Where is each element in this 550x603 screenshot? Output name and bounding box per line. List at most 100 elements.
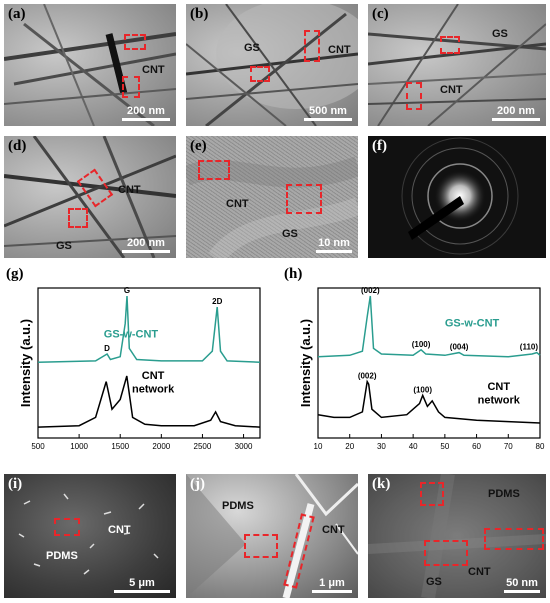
raman-chart: 500 1000 1500 2000 2500 3000 Raman shift (cm⁻¹… [0, 266, 270, 464]
peak-label: (002) [361, 286, 380, 295]
x-tick-label: 500 [31, 442, 45, 451]
annotation-cnt: CNT [108, 524, 131, 536]
plot-frame [317, 287, 541, 439]
tem-image-k [368, 474, 546, 598]
panel-label-a: (a) [8, 6, 26, 22]
annotation-cnt: CNT [440, 84, 463, 96]
annotation-cnt: CNT [468, 566, 491, 578]
annotation-cnt: CNT [226, 198, 249, 210]
panel-label-e: (e) [190, 138, 207, 154]
highlight-box [440, 36, 460, 54]
sem-image-j [186, 474, 358, 598]
series-line [37, 375, 261, 428]
peak-label: (110) [520, 343, 539, 352]
panel-b: (b) GS CNT 500 nm [186, 4, 358, 126]
peak-label: G [124, 286, 130, 295]
x-tick-label: 50 [440, 442, 449, 451]
highlight-box [286, 184, 322, 214]
highlight-box [124, 34, 146, 50]
peak-label: (004) [450, 343, 469, 352]
legend-cnt-network-1: CNT [487, 381, 510, 393]
panel-f: (f) [368, 136, 546, 258]
x-tick-label: 70 [504, 442, 513, 451]
raman-chart-svg: 500 1000 1500 2000 2500 3000 Raman shift (cm⁻¹… [18, 286, 261, 464]
annotation-gs: GS [426, 576, 442, 588]
panel-label-i: (i) [8, 476, 23, 492]
highlight-box [406, 82, 422, 110]
annotation-cnt: CNT [322, 524, 345, 536]
highlight-box [122, 76, 140, 98]
scale-bar: 200 nm [122, 237, 170, 253]
x-tick-label: 20 [345, 442, 354, 451]
x-tick-label: 2000 [152, 442, 170, 451]
sem-image-i [18, 493, 159, 575]
panel-c: (c) GS CNT 200 nm [368, 4, 546, 126]
xrd-chart: 10 20 30 40 50 60 70 80 2θ(°) Intensity (a.u.) (00… [278, 266, 550, 464]
tem-image-b [186, 4, 358, 126]
scale-bar: 10 nm [316, 237, 352, 253]
y-axis-label: Intensity (a.u.) [18, 319, 33, 407]
tem-image-d [4, 136, 176, 258]
scale-bar: 200 nm [122, 105, 170, 121]
panel-d: (d) CNT GS 200 nm [4, 136, 176, 258]
x-tick-label: 30 [377, 442, 386, 451]
x-tick-label: 60 [472, 442, 481, 451]
x-axis-label: 2θ(°) [420, 455, 438, 456]
annotation-cnt: CNT [328, 44, 351, 56]
highlight-box [304, 30, 320, 62]
y-axis-label: Intensity (a.u.) [298, 319, 313, 407]
panel-a: (a) CNT 200 nm [4, 4, 176, 126]
scale-bar: 1 μm [312, 577, 352, 593]
panel-label-j: (j) [190, 476, 205, 492]
x-tick-label: 3000 [235, 442, 253, 451]
annotation-gs: GS [244, 42, 260, 54]
x-tick-label: 2500 [194, 442, 212, 451]
panel-e: (e) CNT GS 10 nm [186, 136, 358, 258]
scale-bar: 50 nm [504, 577, 540, 593]
panel-label-g: (g) [6, 266, 24, 282]
annotation-cnt: CNT [118, 184, 141, 196]
series-line [317, 295, 541, 358]
panel-i: (i) CNT PDMS 5 μm [4, 474, 176, 598]
series-line [317, 379, 541, 424]
legend-cnt-network-2: network [478, 395, 521, 407]
annotation-pdms: PDMS [222, 500, 254, 512]
legend-gs-w-cnt: GS-w-CNT [104, 328, 159, 340]
tem-image-e [186, 156, 358, 258]
annotation-gs: GS [282, 228, 298, 240]
highlight-box [54, 518, 80, 536]
peak-label: (002) [358, 372, 377, 381]
panel-label-b: (b) [190, 6, 209, 22]
highlight-box [424, 540, 468, 566]
x-tick-label: 1000 [70, 442, 88, 451]
highlight-box [250, 66, 270, 82]
panel-label-h: (h) [284, 266, 303, 282]
annotation-gs: GS [492, 28, 508, 40]
peak-label: D [104, 344, 110, 353]
plot-frame [37, 287, 261, 439]
peak-label: (100) [412, 340, 431, 349]
x-tick-label: 40 [409, 442, 418, 451]
highlight-box [420, 482, 444, 506]
legend-gs-w-cnt: GS-w-CNT [445, 317, 500, 329]
panel-label-d: (d) [8, 138, 27, 154]
panel-label-c: (c) [372, 6, 389, 22]
x-tick-label: 1500 [111, 442, 129, 451]
panel-j: (j) PDMS CNT 1 μm [186, 474, 358, 598]
x-axis-label: Raman shift (cm⁻¹) [113, 455, 185, 456]
peak-label: 2D [212, 297, 222, 306]
peak-label: (100) [413, 385, 432, 394]
highlight-box [198, 160, 230, 180]
x-tick-label: 10 [314, 442, 323, 451]
annotation-gs: GS [56, 240, 72, 252]
panel-label-k: (k) [372, 476, 391, 492]
scale-bar: 5 μm [114, 577, 170, 593]
highlight-box [68, 208, 88, 228]
series-line [37, 295, 261, 363]
saed-pattern [401, 137, 519, 255]
scale-bar: 200 nm [492, 105, 540, 121]
panel-label-f: (f) [372, 138, 387, 154]
tem-image-a [4, 4, 176, 126]
x-tick-label: 80 [536, 442, 545, 451]
legend-cnt-network-2: network [132, 384, 175, 396]
